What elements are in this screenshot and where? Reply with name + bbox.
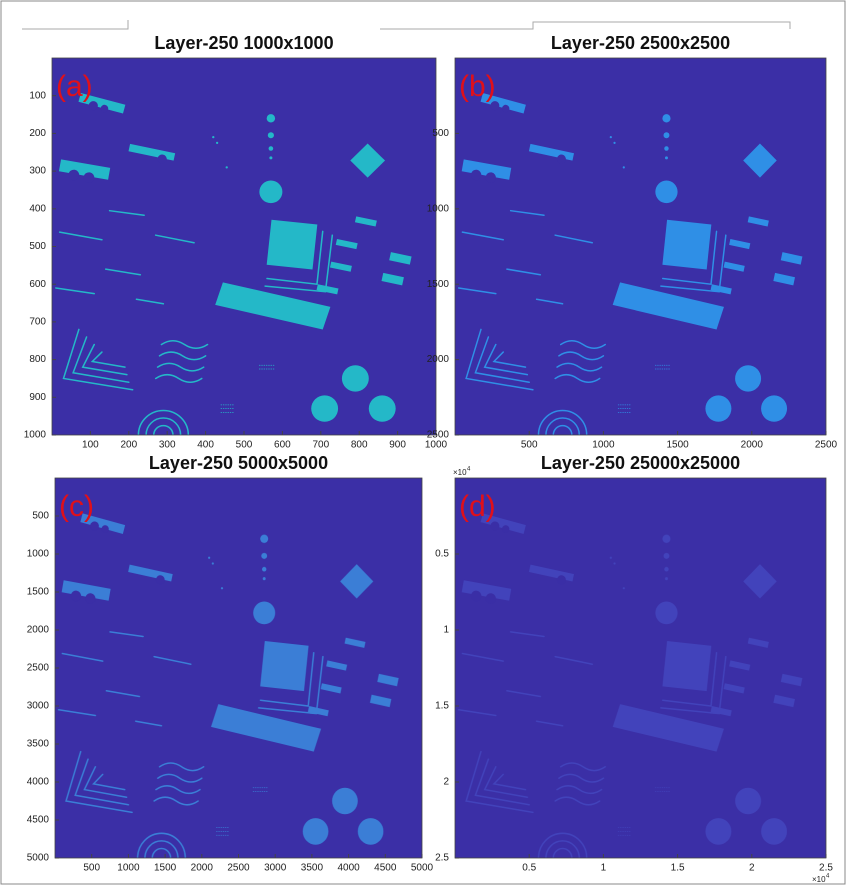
x-tick-label: 1500 [666, 440, 689, 451]
y-tick-label: 1000 [24, 430, 47, 441]
x-tick-label: 1000 [592, 440, 615, 451]
x-tick-label: 5000 [411, 863, 434, 874]
y-tick-label: 1000 [427, 203, 450, 214]
y-tick-label: 4000 [27, 777, 50, 788]
x-tick-label: 0.5 [522, 863, 536, 874]
y-tick-label: 500 [432, 128, 449, 139]
axis-multiplier-power: 4 [826, 874, 830, 880]
y-tick-label: 200 [29, 128, 46, 139]
y-tick-label: 1500 [427, 279, 450, 290]
y-tick-label: 400 [29, 203, 46, 214]
x-tick-label: 400 [197, 440, 214, 451]
y-tick-label: 5000 [27, 853, 50, 864]
x-tick-label: 2500 [227, 863, 250, 874]
panel-tag: (c) [59, 490, 94, 523]
x-tick-label: 500 [83, 863, 100, 874]
axis-multiplier: ×10 [812, 875, 826, 884]
panel-title: Layer-250 1000x1000 [154, 33, 333, 53]
x-tick-label: 500 [521, 440, 538, 451]
y-tick-label: 3500 [27, 739, 50, 750]
axis-multiplier-power: 4 [467, 467, 471, 473]
x-tick-label: 2500 [815, 440, 838, 451]
x-tick-label: 1 [601, 863, 607, 874]
y-tick-label: 100 [29, 90, 46, 101]
y-tick-label: 1 [443, 625, 449, 636]
panel-tag: (d) [459, 490, 496, 523]
x-tick-label: 2 [749, 863, 755, 874]
y-tick-label: 3000 [27, 701, 50, 712]
x-tick-label: 500 [236, 440, 253, 451]
x-tick-label: 3500 [301, 863, 324, 874]
panel-title: Layer-250 5000x5000 [149, 453, 328, 473]
x-tick-label: 1500 [154, 863, 177, 874]
y-tick-label: 1500 [27, 587, 50, 598]
x-tick-label: 2000 [741, 440, 764, 451]
y-tick-label: 1.5 [435, 701, 449, 712]
y-tick-label: 2 [443, 777, 449, 788]
frame-edge [22, 20, 790, 29]
x-tick-label: 4500 [374, 863, 397, 874]
y-tick-label: 900 [29, 392, 46, 403]
y-tick-label: 600 [29, 279, 46, 290]
y-tick-label: 1000 [27, 549, 50, 560]
x-tick-label: 3000 [264, 863, 287, 874]
panel-title: Layer-250 25000x25000 [541, 453, 740, 473]
y-tick-label: 2500 [427, 430, 450, 441]
panel-tag: (a) [56, 70, 93, 103]
y-tick-label: 2500 [27, 663, 50, 674]
x-tick-label: 4000 [337, 863, 360, 874]
x-tick-label: 100 [82, 440, 99, 451]
panel-tag: (b) [459, 70, 496, 103]
x-tick-label: 900 [389, 440, 406, 451]
x-tick-label: 300 [159, 440, 176, 451]
y-tick-label: 300 [29, 166, 46, 177]
y-tick-label: 500 [32, 511, 49, 522]
y-tick-label: 2000 [27, 625, 50, 636]
figure: Layer-250 1000x1000 (a) 100 200 300 400 500 600… [0, 0, 846, 885]
x-tick-label: 600 [274, 440, 291, 451]
x-tick-label: 1000 [117, 863, 140, 874]
x-tick-label: 2000 [191, 863, 214, 874]
x-tick-label: 1.5 [671, 863, 685, 874]
y-tick-label: 0.5 [435, 549, 449, 560]
y-tick-label: 800 [29, 354, 46, 365]
x-tick-label: 800 [351, 440, 368, 451]
y-tick-label: 2.5 [435, 853, 449, 864]
y-tick-label: 4500 [27, 815, 50, 826]
y-tick-label: 700 [29, 317, 46, 328]
panel-title: Layer-250 2500x2500 [551, 33, 730, 53]
y-tick-label: 500 [29, 241, 46, 252]
axis-multiplier: ×10 [453, 468, 467, 477]
y-tick-label: 2000 [427, 354, 450, 365]
x-tick-label: 200 [120, 440, 137, 451]
x-tick-label: 2.5 [819, 863, 833, 874]
x-tick-label: 700 [312, 440, 329, 451]
x-tick-label: 1000 [425, 440, 448, 451]
